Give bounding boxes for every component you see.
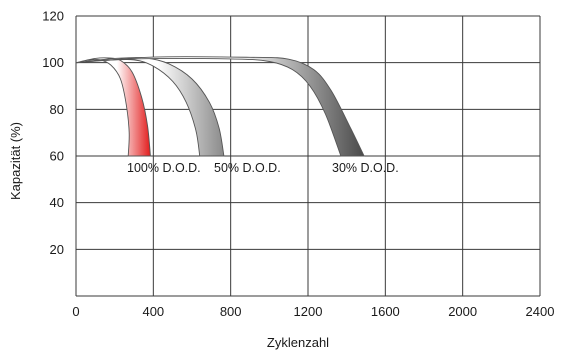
x-tick-label: 400	[142, 304, 164, 319]
x-tick-label: 2400	[526, 304, 555, 319]
y-tick-label: 80	[50, 102, 64, 117]
y-tick-label: 100	[42, 55, 64, 70]
y-axis-ticks: 20 40 60 80 100 120	[42, 9, 64, 257]
band-labels: 100% D.O.D. 50% D.O.D. 30% D.O.D.	[127, 161, 399, 175]
y-tick-label: 60	[50, 149, 64, 164]
band-1	[75, 57, 151, 157]
x-tick-label: 2000	[448, 304, 477, 319]
x-axis-label: Zyklenzahl	[267, 335, 329, 350]
x-tick-label: 800	[220, 304, 242, 319]
band-label-1: 100% D.O.D.	[127, 161, 201, 175]
grid	[75, 15, 541, 297]
x-tick-label: 1600	[371, 304, 400, 319]
y-axis-label: Kapazität (%)	[8, 122, 23, 200]
y-tick-label: 120	[42, 9, 64, 24]
x-axis-ticks: 0 400 800 1200 1600 2000 2400	[72, 304, 554, 319]
x-tick-label: 0	[72, 304, 79, 319]
y-tick-label: 20	[50, 242, 64, 257]
x-tick-label: 1200	[294, 304, 323, 319]
band-label-2: 50% D.O.D.	[214, 161, 281, 175]
band-3	[75, 56, 365, 157]
band-label-3: 30% D.O.D.	[332, 161, 399, 175]
band-2	[75, 57, 225, 157]
dod-bands	[75, 56, 365, 157]
y-tick-label: 40	[50, 195, 64, 210]
